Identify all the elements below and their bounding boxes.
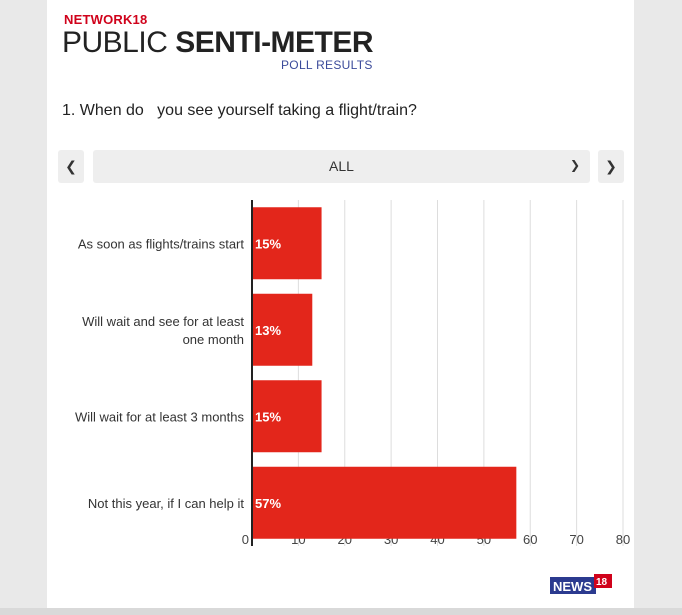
page-bottom-strip bbox=[0, 608, 682, 615]
question-text: 1. When do you see yourself taking a fli… bbox=[62, 102, 417, 119]
category-label: Not this year, if I can help it bbox=[88, 496, 244, 511]
x-tick-label: 80 bbox=[616, 532, 630, 547]
bar bbox=[252, 380, 322, 453]
logo-text: NEWS bbox=[553, 579, 592, 594]
subtitle: POLL RESULTS bbox=[281, 58, 373, 72]
next-button[interactable]: ❯ bbox=[598, 150, 624, 183]
data-label: 15% bbox=[255, 409, 281, 424]
poll-card: NETWORK18 PUBLIC SENTI-METER POLL RESULT… bbox=[47, 0, 634, 608]
logo-number: 18 bbox=[596, 577, 608, 588]
title-bold: SENTI-METER bbox=[175, 26, 374, 59]
x-tick-label: 70 bbox=[569, 532, 583, 547]
filter-selected-value: ALL bbox=[329, 158, 354, 174]
filter-select[interactable]: ALL ❯ bbox=[93, 150, 590, 183]
bar bbox=[252, 466, 517, 539]
category-label: Will wait for at least 3 months bbox=[75, 409, 245, 424]
category-label: Will wait and see for at least bbox=[82, 314, 244, 329]
bar bbox=[252, 293, 313, 366]
category-label: one month bbox=[183, 332, 244, 347]
page-title: PUBLIC SENTI-METER bbox=[62, 26, 374, 60]
category-label: As soon as flights/trains start bbox=[78, 236, 245, 251]
chevron-right-icon: ❯ bbox=[605, 158, 617, 174]
data-label: 13% bbox=[255, 323, 281, 338]
x-tick-label: 60 bbox=[523, 532, 537, 547]
brand-label: NETWORK18 bbox=[64, 12, 148, 27]
x-tick-label: 0 bbox=[242, 532, 249, 547]
data-label: 15% bbox=[255, 236, 281, 251]
chevron-down-icon: ❯ bbox=[569, 158, 580, 172]
title-light: PUBLIC bbox=[62, 26, 176, 59]
prev-button[interactable]: ❮ bbox=[58, 150, 84, 183]
news18-logo: NEWS 18 bbox=[550, 574, 612, 594]
chevron-left-icon: ❮ bbox=[65, 158, 77, 174]
bar bbox=[252, 207, 322, 280]
data-label: 57% bbox=[255, 496, 281, 511]
